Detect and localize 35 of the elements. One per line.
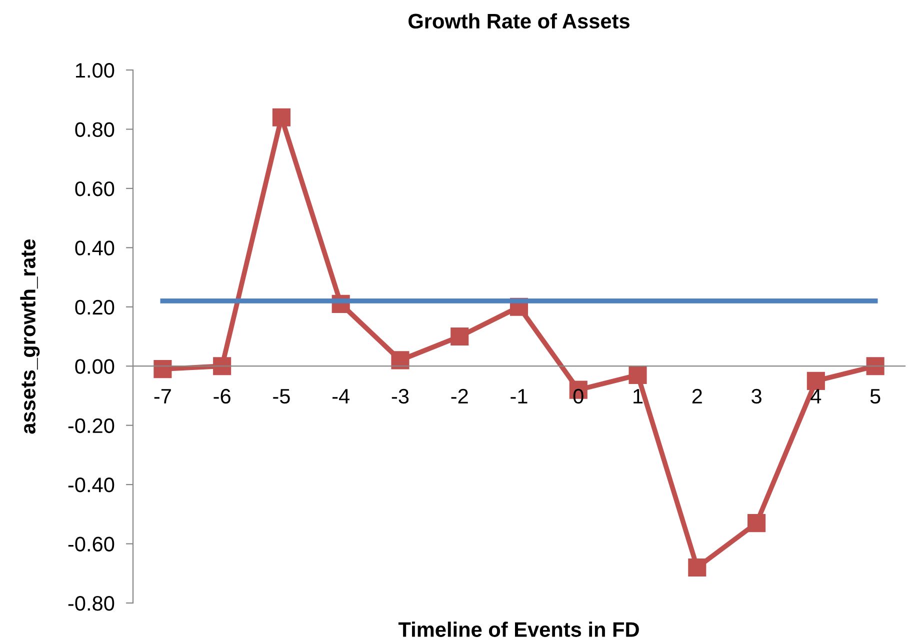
x-tick-label: 2 [692,388,702,404]
x-tick-label: -3 [392,388,409,404]
point [450,327,469,346]
y-axis-title: assets_growth_rate [20,239,40,434]
point [748,514,766,532]
point [628,366,647,384]
point [213,357,232,376]
point [272,108,290,126]
x-axis-title: Timeline of Events in FD [398,622,639,637]
x-tick-label: -2 [451,388,468,404]
chart-title: Growth Rate of Assets [408,13,630,29]
y-tick-label: -0.20 [68,418,114,434]
y-tick-label: 1.00 [76,63,114,78]
x-tick-label: 3 [752,388,762,404]
point [866,357,884,376]
point [688,558,706,576]
x-tick-label: -7 [154,389,171,404]
y-tick-label: 0.40 [75,240,114,256]
y-tick-label: -0.80 [68,596,114,611]
y-tick-label: 0.00 [75,359,114,374]
y-tick-label: -0.60 [68,536,114,552]
x-tick-label: -4 [332,389,350,404]
point [391,351,410,370]
y-tick-label: 0.20 [75,300,114,315]
x-tick-label: -5 [273,389,290,404]
x-tick-label: 4 [810,389,822,404]
y-tick-label: 0.80 [75,122,114,137]
x-tick-label: 1 [634,389,643,404]
point [154,360,172,378]
x-tick-label: -1 [510,389,528,404]
x-tick-label: 5 [870,389,880,404]
point [806,372,825,390]
x-tick-label: -6 [214,388,230,404]
y-tick-label: -0.40 [68,478,114,492]
y-tick-label: 0.60 [75,181,114,196]
